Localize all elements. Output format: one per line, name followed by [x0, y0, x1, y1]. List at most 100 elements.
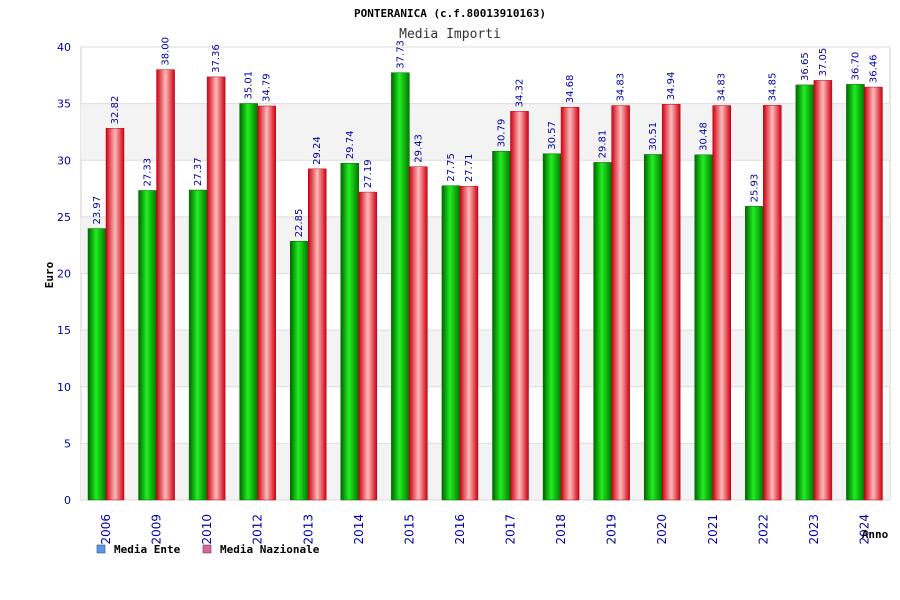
bar-media-nazionale-2006: [105, 128, 125, 501]
x-tick-label: 2009: [150, 514, 164, 545]
x-axis-label: Anno: [862, 528, 889, 541]
bar-media-nazionale-2009: [156, 69, 175, 501]
bar-media-nazionale-2016: [459, 185, 479, 501]
y-tick-label: 15: [57, 324, 71, 337]
bar-media-ente-2009: [138, 190, 157, 501]
value-label: 30.57: [547, 121, 558, 150]
value-label: 37.36: [211, 44, 222, 73]
y-axis-ticks: 0 5 10 15 20 25 30 35 40: [57, 41, 71, 507]
bar-media-ente-2023: [795, 84, 815, 501]
bar-media-ente-2020: [643, 154, 663, 501]
value-label: 29.43: [413, 134, 424, 163]
bar-media-ente-2014: [340, 162, 360, 501]
y-axis-label: Euro: [43, 261, 56, 288]
bar-media-nazionale-2021: [712, 105, 731, 501]
value-label: 36.46: [868, 54, 879, 83]
value-label: 29.24: [312, 136, 323, 165]
bar-media-nazionale-2018: [560, 106, 580, 501]
bar-media-nazionale-2017: [510, 111, 529, 501]
x-tick-label: 2022: [756, 514, 770, 545]
value-label: 37.73: [395, 40, 406, 69]
y-tick-label: 30: [57, 154, 71, 167]
value-label: 34.79: [262, 73, 273, 102]
bar-media-ente-2016: [441, 185, 461, 501]
bar-media-ente-2021: [694, 154, 713, 501]
x-tick-label: 2014: [352, 514, 366, 545]
bar-media-nazionale-2019: [611, 105, 630, 501]
x-tick-label: 2015: [402, 514, 416, 545]
bar-media-ente-2010: [188, 189, 208, 501]
bar-media-ente-2015: [391, 72, 410, 501]
value-label: 36.65: [800, 52, 811, 81]
legend-swatch-media-ente: [96, 544, 106, 554]
bar-media-nazionale-2024: [864, 86, 883, 501]
value-label: 27.33: [143, 158, 154, 187]
legend-label-media-ente: Media Ente: [114, 543, 181, 556]
value-label: 38.00: [161, 37, 172, 66]
value-label: 27.19: [363, 159, 374, 188]
y-tick-label: 5: [64, 437, 71, 450]
x-tick-label: 2017: [504, 514, 518, 545]
y-tick-label: 20: [57, 268, 71, 281]
bar-media-ente-2019: [593, 162, 612, 501]
value-label: 34.83: [616, 73, 627, 102]
bar-media-ente-2018: [542, 153, 562, 501]
x-tick-label: 2020: [655, 514, 669, 545]
value-label: 30.79: [497, 119, 508, 148]
value-label: 37.05: [818, 48, 829, 77]
bar-media-ente-2017: [492, 151, 511, 501]
value-label: 25.93: [749, 174, 760, 203]
bar-media-ente-2006: [87, 228, 107, 501]
y-tick-label: 25: [57, 211, 71, 224]
legend-swatch-media-nazionale: [202, 544, 212, 554]
x-tick-label: 2016: [453, 514, 467, 545]
value-label: 35.01: [244, 71, 255, 100]
value-label: 22.85: [294, 209, 305, 238]
bar-media-ente-2013: [290, 240, 309, 501]
chart-title: PONTERANICA (c.f.80013910163): [354, 7, 546, 20]
value-label: 32.82: [110, 96, 121, 125]
chart-subtitle: Media Importi: [399, 27, 501, 42]
x-tick-label: 2013: [301, 514, 315, 545]
bar-media-nazionale-2022: [763, 105, 782, 501]
value-label: 34.83: [717, 73, 728, 102]
x-tick-label: 2019: [605, 514, 619, 545]
x-tick-label: 2024: [857, 514, 871, 545]
value-label: 29.81: [598, 130, 609, 159]
bar-media-nazionale-2023: [813, 80, 833, 501]
x-tick-label: 2012: [251, 514, 265, 545]
bar-media-ente-2022: [745, 206, 764, 501]
y-tick-label: 35: [57, 98, 71, 111]
x-tick-label: 2023: [807, 514, 821, 545]
value-label: 30.48: [699, 122, 710, 151]
value-label: 27.37: [193, 157, 204, 186]
x-tick-label: 2006: [99, 514, 113, 545]
value-label: 30.51: [648, 122, 659, 151]
bar-media-nazionale-2020: [661, 104, 681, 501]
value-label: 34.68: [565, 75, 576, 104]
bar-media-ente-2012: [239, 103, 258, 501]
bar-media-nazionale-2014: [358, 191, 378, 501]
bar-media-nazionale-2013: [308, 168, 327, 501]
bar-media-ente-2024: [846, 84, 865, 501]
value-label: 23.97: [92, 196, 103, 225]
y-tick-label: 0: [64, 494, 71, 507]
y-tick-label: 10: [57, 381, 71, 394]
y-tick-label: 40: [57, 41, 71, 54]
bars: [87, 69, 883, 501]
bar-media-nazionale-2015: [409, 166, 428, 501]
value-label: 27.75: [446, 153, 457, 182]
value-labels: 23.97 32.82 27.33 38.00 27.37 37.36 35.01 34.79…: [92, 37, 879, 237]
x-tick-label: 2021: [706, 514, 720, 545]
x-tick-label: 2018: [554, 514, 568, 545]
value-label: 27.71: [464, 154, 475, 183]
value-label: 34.94: [666, 72, 677, 101]
x-tick-label: 2010: [200, 514, 214, 545]
x-axis-ticks: 2006 2009 2010 2012 2013 2014 2015 2016 2017 2018…: [99, 514, 871, 545]
bar-media-nazionale-2012: [257, 105, 276, 501]
value-label: 36.70: [850, 52, 861, 81]
legend-label-media-nazionale: Media Nazionale: [220, 543, 320, 556]
value-label: 34.85: [767, 73, 778, 102]
legend: Media Ente Media Nazionale: [96, 543, 320, 556]
